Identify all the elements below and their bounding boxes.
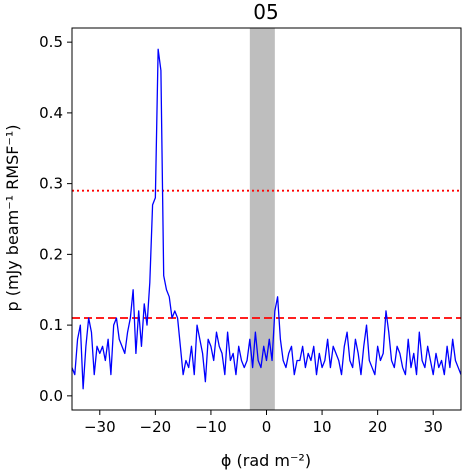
x-tick-label: 0 xyxy=(262,418,272,436)
x-axis-label: ϕ (rad m⁻²) xyxy=(221,451,311,470)
y-tick-label: 0.3 xyxy=(39,175,63,193)
chart-title: 05 xyxy=(253,0,278,24)
x-tick-label: −30 xyxy=(84,418,116,436)
y-tick-label: 0.1 xyxy=(39,316,63,334)
y-axis-label: p (mJy beam⁻¹ RMSF⁻¹) xyxy=(3,124,22,311)
x-tick-label: −10 xyxy=(195,418,227,436)
y-tick-label: 0.4 xyxy=(39,104,63,122)
plot-area: −30 −20 −10 0 10 20 30 0.0 0.1 0.2 0.3 0.4 0.5 xyxy=(39,27,462,436)
x-tick-label: 20 xyxy=(368,418,387,436)
series-line-0 xyxy=(72,48,461,390)
x-tick-label: −20 xyxy=(140,418,172,436)
y-tick-label: 0.0 xyxy=(39,387,63,405)
x-tick-label: 10 xyxy=(313,418,332,436)
y-tick-label: 0.2 xyxy=(39,245,63,263)
y-tick-label: 0.5 xyxy=(39,33,63,51)
x-tick-label: 30 xyxy=(424,418,443,436)
